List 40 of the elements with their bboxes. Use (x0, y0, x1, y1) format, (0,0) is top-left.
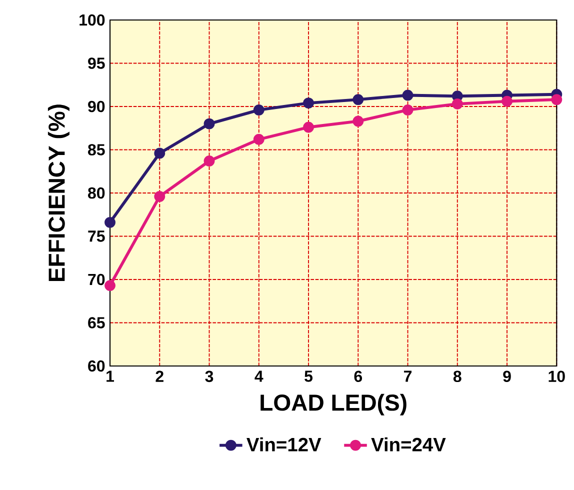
x-axis-title: LOAD LED(S) (260, 394, 406, 416)
point (154, 190, 166, 202)
y-tick-label: 70 (88, 274, 105, 286)
y-tick-label: 80 (88, 187, 105, 199)
point (303, 122, 314, 133)
x-tick-label: 10 (548, 370, 565, 382)
point (352, 116, 364, 127)
x-tick-label: 8 (453, 370, 462, 382)
point (204, 156, 215, 166)
y-axis-title: EFFICIENCY (%) (48, 104, 70, 282)
point (452, 98, 463, 110)
y-tick-label: 95 (88, 58, 105, 69)
point (253, 104, 264, 116)
x-tick-label: 9 (503, 370, 511, 382)
point (204, 118, 215, 130)
x-tick-label: 2 (156, 370, 164, 382)
point (303, 98, 314, 109)
legend-label: Vin=24V (371, 437, 446, 452)
point (402, 90, 414, 101)
point (402, 104, 414, 116)
x-tick-label: 4 (254, 370, 264, 382)
y-tick-label: 100 (80, 14, 105, 26)
y-tick-label: 75 (88, 230, 105, 242)
point (502, 96, 512, 107)
point (104, 216, 116, 228)
point (551, 94, 562, 106)
x-tick-label: 3 (205, 370, 214, 382)
point (104, 280, 116, 292)
y-tick-label: 85 (88, 144, 105, 156)
point (154, 148, 166, 159)
y-tick-label: 90 (88, 100, 105, 112)
x-tick-label: 5 (304, 370, 313, 382)
legend-label: Vin=12V (246, 437, 322, 452)
x-tick-label: 7 (404, 370, 412, 382)
x-tick-label: 1 (106, 370, 114, 382)
point (352, 94, 364, 106)
y-tick-label: 60 (88, 360, 105, 372)
y-tick-label: 65 (88, 317, 105, 328)
x-tick-label: 6 (354, 370, 362, 382)
point (253, 134, 264, 145)
